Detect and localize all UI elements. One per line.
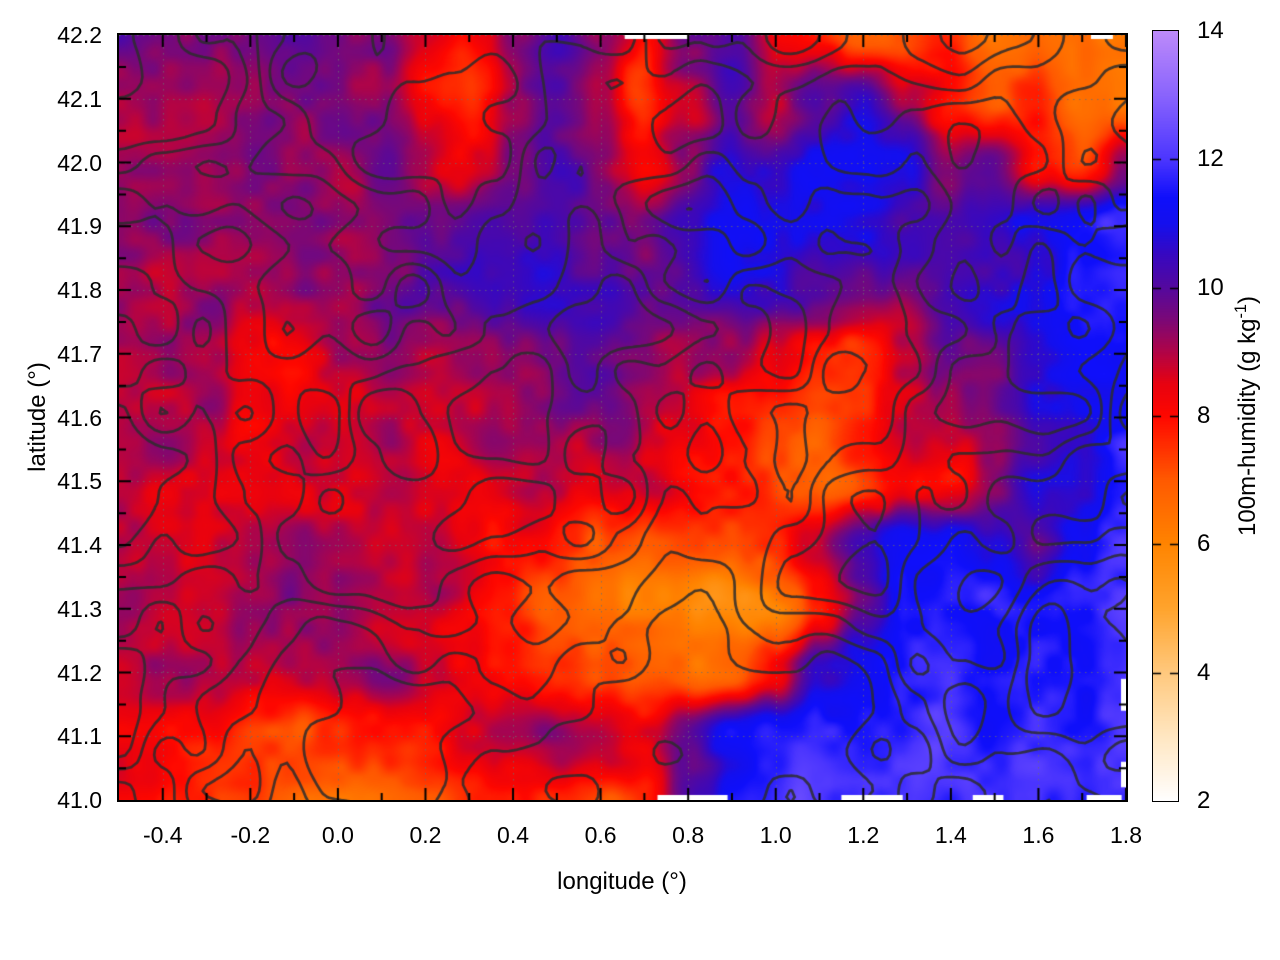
colorbar-label-close: ) [1234, 296, 1261, 305]
colorbar [1152, 30, 1179, 802]
x-tick-label: 0.8 [672, 822, 705, 848]
x-tick-label: -0.2 [230, 822, 271, 848]
colorbar-label: 100m-humidity (g kg-1) [1232, 296, 1262, 536]
x-tick-label: 1.8 [1110, 822, 1142, 848]
x-tick-label: 0.2 [409, 822, 442, 848]
x-tick-label: 0.4 [497, 822, 530, 848]
y-tick-label: 41.2 [57, 659, 102, 686]
y-tick-label: 41.4 [57, 532, 102, 558]
y-axis-label: latitude (°) [24, 362, 51, 472]
x-tick-label: -0.4 [142, 822, 183, 848]
colorbar-tick-label: 8 [1197, 402, 1211, 429]
y-tick-label: 42.2 [57, 22, 102, 48]
x-tick-label: 1.4 [934, 822, 967, 848]
y-tick-label: 41.7 [57, 340, 102, 367]
y-tick-label: 41.3 [57, 595, 102, 622]
plot-area [117, 33, 1128, 802]
x-tick-label: 1.2 [847, 822, 880, 848]
x-tick-label: 0.0 [321, 822, 354, 848]
colorbar-tick-label: 6 [1197, 530, 1211, 558]
y-tick-label: 41.1 [57, 723, 102, 750]
colorbar-tick-label: 10 [1197, 273, 1224, 301]
colorbar-gradient-canvas [1153, 31, 1178, 801]
x-tick-label: 1.6 [1022, 822, 1055, 848]
x-tick-label: 1.0 [759, 822, 792, 848]
y-tick-label: 42.1 [57, 85, 102, 112]
y-tick-label: 41.5 [57, 468, 102, 495]
y-tick-label: 41.9 [57, 213, 102, 240]
colorbar-tick-label: 2 [1197, 787, 1211, 814]
x-axis-label: longitude (°) [557, 868, 687, 895]
y-tick-label: 41.6 [57, 404, 102, 431]
x-tick-label: 0.6 [584, 822, 617, 848]
colorbar-label-text: 100m-humidity (g kg [1234, 318, 1261, 536]
map-canvas [119, 35, 1126, 800]
y-tick-label: 41.0 [57, 787, 102, 813]
colorbar-label-superscript: -1 [1232, 304, 1250, 319]
y-tick-label: 42.0 [57, 149, 102, 176]
y-tick-label: 41.8 [57, 277, 102, 303]
colorbar-tick-label: 12 [1197, 145, 1224, 173]
colorbar-tick-label: 14 [1197, 17, 1224, 44]
colorbar-tick-label: 4 [1197, 658, 1211, 686]
